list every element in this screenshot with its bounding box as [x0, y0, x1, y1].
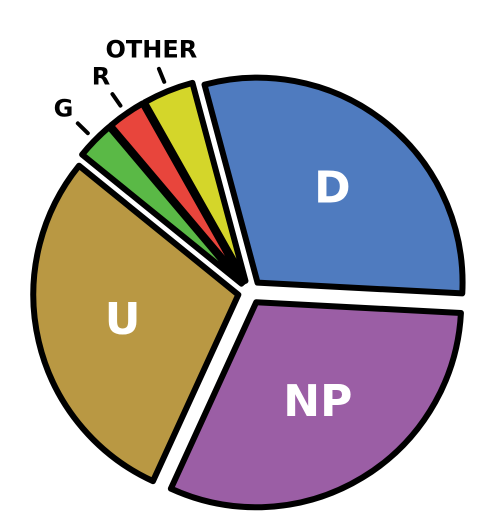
pie-slice — [141, 79, 249, 284]
label-tick — [110, 92, 123, 108]
label-tick — [156, 66, 167, 84]
pie-slice — [201, 74, 466, 297]
pie-slice — [30, 162, 242, 485]
slice-label: G — [54, 94, 74, 122]
pie-slice — [167, 299, 464, 511]
label-tick — [75, 121, 90, 136]
slice-label: D — [314, 162, 351, 213]
slice-label: NP — [283, 376, 352, 427]
slice-label: OTHER — [106, 35, 198, 63]
slice-label: R — [92, 63, 110, 91]
slice-label: U — [105, 294, 141, 345]
